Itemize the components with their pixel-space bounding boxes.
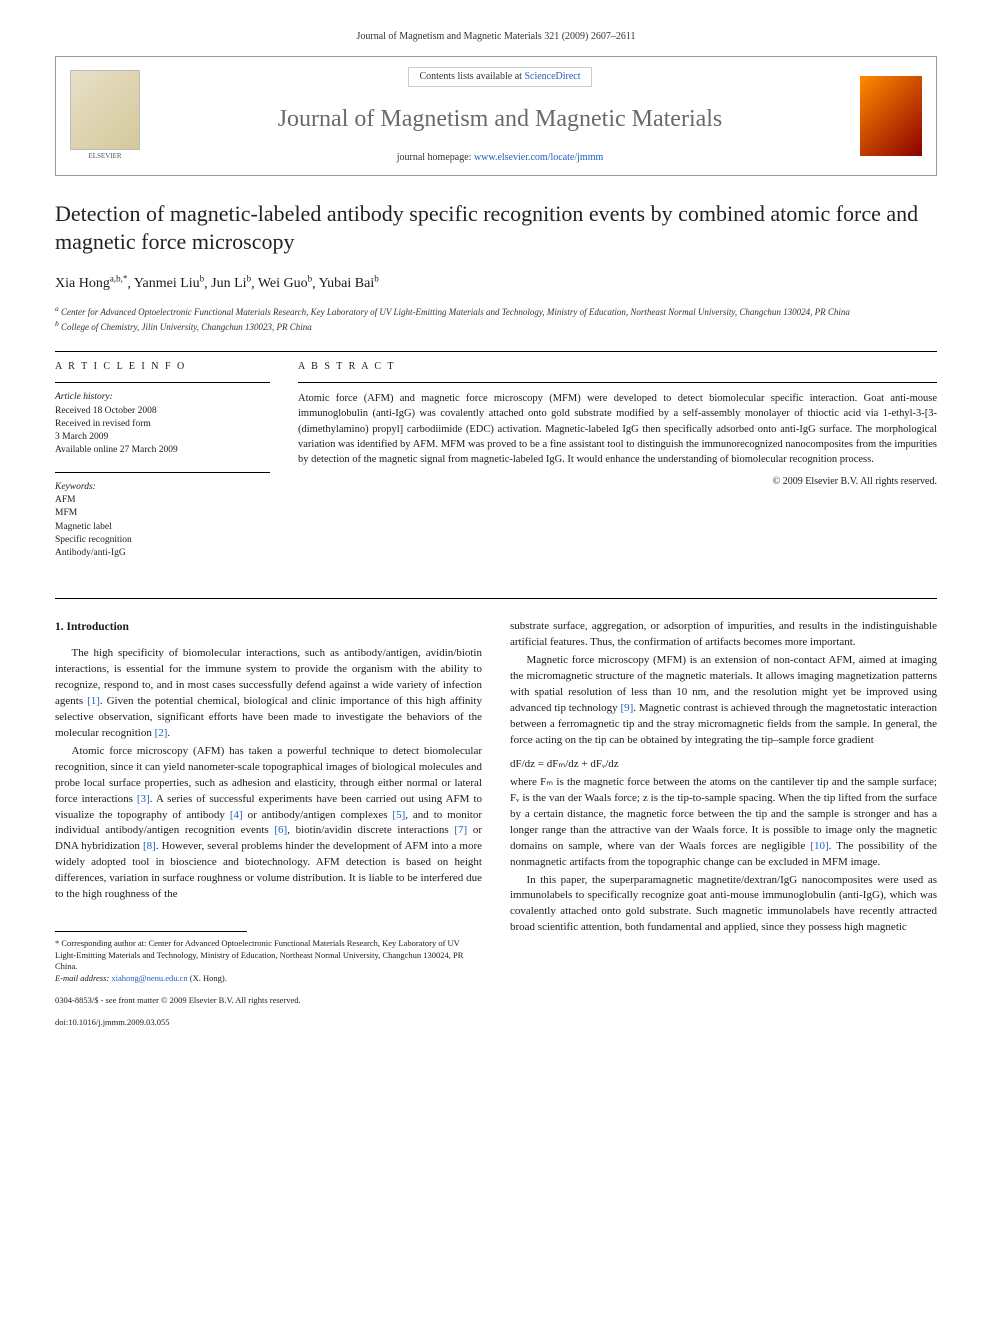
reference-link[interactable]: [7] <box>454 824 467 836</box>
body-paragraph: substrate surface, aggregation, or adsor… <box>510 619 937 651</box>
section-divider <box>55 351 937 352</box>
author: Xia Honga,b,* <box>55 276 127 291</box>
contents-prefix: Contents lists available at <box>419 71 524 82</box>
elsevier-tree-logo <box>70 70 140 150</box>
abstract-copyright: © 2009 Elsevier B.V. All rights reserved… <box>298 475 937 489</box>
reference-link[interactable]: [10] <box>810 840 828 852</box>
contents-available: Contents lists available at ScienceDirec… <box>408 67 591 87</box>
elsevier-wordmark: ELSEVIER <box>70 152 140 162</box>
section-divider <box>55 472 270 473</box>
banner-left: ELSEVIER <box>70 70 156 162</box>
history-line: Received in revised form <box>55 418 270 431</box>
body-paragraph: The high specificity of biomolecular int… <box>55 646 482 742</box>
homepage-link[interactable]: www.elsevier.com/locate/jmmm <box>474 152 603 163</box>
homepage-prefix: journal homepage: <box>397 152 474 163</box>
article-title: Detection of magnetic-labeled antibody s… <box>55 200 937 257</box>
left-column: 1. Introduction The high specificity of … <box>55 619 482 1028</box>
footnote-text: * Corresponding author at: Center for Ad… <box>55 938 482 972</box>
footnote-separator <box>55 931 247 932</box>
journal-cover-thumbnail <box>860 76 922 156</box>
email-link[interactable]: xiahong@nenu.edu.cn <box>111 973 187 983</box>
body-paragraph: Magnetic force microscopy (MFM) is an ex… <box>510 653 937 749</box>
affiliation: a Center for Advanced Optoelectronic Fun… <box>55 304 937 319</box>
reference-link[interactable]: [5] <box>392 809 405 821</box>
doi-line: doi:10.1016/j.jmmm.2009.03.055 <box>55 1016 482 1028</box>
author: Jun Lib <box>211 276 251 291</box>
author: Yanmei Liub <box>134 276 204 291</box>
reference-link[interactable]: [2] <box>155 727 168 739</box>
body-paragraph: In this paper, the superparamagnetic mag… <box>510 873 937 937</box>
section-divider <box>298 382 937 383</box>
abstract-column: A B S T R A C T Atomic force (AFM) and m… <box>298 360 937 574</box>
running-header: Journal of Magnetism and Magnetic Materi… <box>55 30 937 44</box>
section-divider <box>55 382 270 383</box>
reference-link[interactable]: [1] <box>87 695 100 707</box>
history-line: Available online 27 March 2009 <box>55 444 270 457</box>
author: Wei Guob <box>258 276 312 291</box>
article-info-column: A R T I C L E I N F O Article history: R… <box>55 360 270 574</box>
footnote-email: E-mail address: xiahong@nenu.edu.cn (X. … <box>55 973 482 984</box>
abstract-heading: A B S T R A C T <box>298 360 937 374</box>
reference-link[interactable]: [9] <box>620 702 633 714</box>
body-paragraph: Atomic force microscopy (AFM) has taken … <box>55 744 482 903</box>
affiliation: b College of Chemistry, Jilin University… <box>55 319 937 334</box>
equation: dF/dz = dFₘ/dz + dFᵥ/dz <box>510 757 937 773</box>
body-two-column: 1. Introduction The high specificity of … <box>55 619 937 1028</box>
reference-link[interactable]: [4] <box>230 809 243 821</box>
keyword: MFM <box>55 507 270 520</box>
abstract-text: Atomic force (AFM) and magnetic force mi… <box>298 391 937 467</box>
front-matter-line: 0304-8853/$ - see front matter © 2009 El… <box>55 994 482 1006</box>
article-history: Article history: Received 18 October 200… <box>55 391 270 457</box>
keyword: Antibody/anti-IgG <box>55 547 270 560</box>
keyword: Magnetic label <box>55 521 270 534</box>
author: Yubai Baib <box>319 276 379 291</box>
journal-banner: ELSEVIER Contents lists available at Sci… <box>55 56 937 176</box>
keywords-block: Keywords: AFM MFM Magnetic label Specifi… <box>55 481 270 561</box>
history-line: 3 March 2009 <box>55 431 270 444</box>
reference-link[interactable]: [3] <box>137 793 150 805</box>
keywords-label: Keywords: <box>55 481 270 494</box>
corresponding-author-footnote: * Corresponding author at: Center for Ad… <box>55 938 482 984</box>
keyword: Specific recognition <box>55 534 270 547</box>
history-line: Received 18 October 2008 <box>55 405 270 418</box>
affiliations: a Center for Advanced Optoelectronic Fun… <box>55 304 937 333</box>
meta-abstract-row: A R T I C L E I N F O Article history: R… <box>55 360 937 574</box>
author-list: Xia Honga,b,*, Yanmei Liub, Jun Lib, Wei… <box>55 273 937 294</box>
keyword: AFM <box>55 494 270 507</box>
journal-homepage: journal homepage: www.elsevier.com/locat… <box>156 151 844 165</box>
body-paragraph: where Fₘ is the magnetic force between t… <box>510 775 937 871</box>
right-column: substrate surface, aggregation, or adsor… <box>510 619 937 1028</box>
sciencedirect-link[interactable]: ScienceDirect <box>524 71 580 82</box>
journal-name: Journal of Magnetism and Magnetic Materi… <box>156 103 844 137</box>
banner-center: Contents lists available at ScienceDirec… <box>156 67 844 165</box>
history-label: Article history: <box>55 391 270 404</box>
reference-link[interactable]: [6] <box>274 824 287 836</box>
reference-link[interactable]: [8] <box>143 840 156 852</box>
section-divider <box>55 598 937 599</box>
section-heading: 1. Introduction <box>55 619 482 636</box>
article-info-heading: A R T I C L E I N F O <box>55 360 270 374</box>
